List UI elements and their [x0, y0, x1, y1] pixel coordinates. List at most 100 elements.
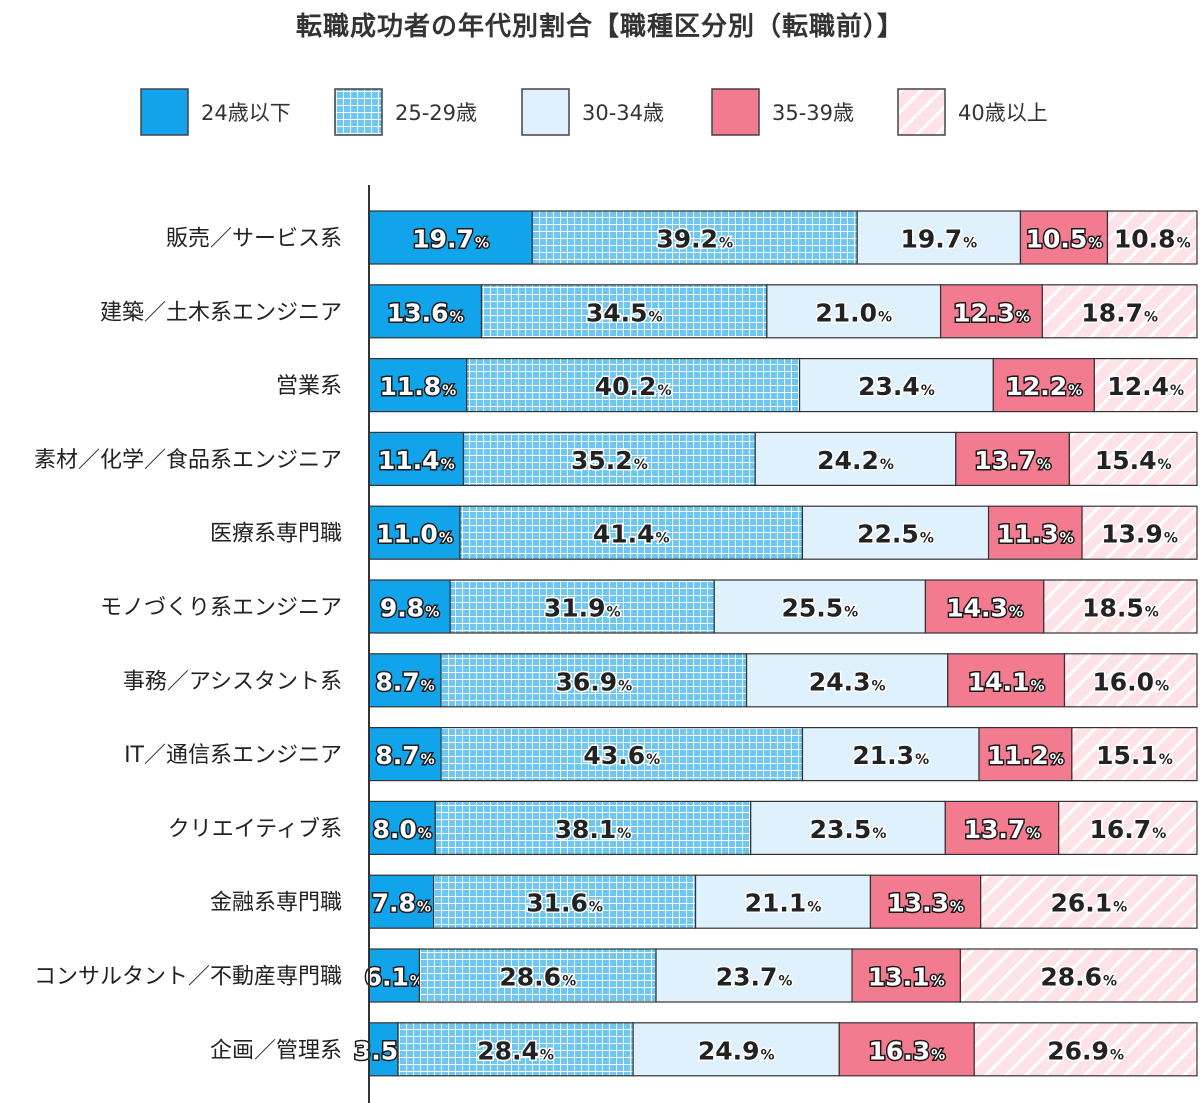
data-label-value: 13.1 — [868, 963, 930, 992]
data-label-value: 11.8 — [379, 372, 441, 401]
data-label: 23.4% — [858, 372, 935, 401]
data-label-unit: % — [475, 236, 489, 252]
data-label-unit: % — [1050, 752, 1064, 768]
bar-segment — [869, 874, 982, 929]
legend-label-1: 24歳以下 — [201, 101, 291, 125]
data-label: 10.8% — [1114, 225, 1191, 254]
bar-segment — [1068, 431, 1198, 486]
data-label-unit: % — [1030, 678, 1044, 694]
data-label-unit: % — [589, 900, 603, 916]
data-label-value: 15.4 — [1095, 446, 1157, 475]
data-label-value: 14.3 — [946, 594, 1008, 623]
bar-segment — [1071, 726, 1198, 782]
bar-segment — [987, 505, 1083, 560]
data-label-unit: % — [634, 457, 648, 473]
category-label: クリエイティブ系 — [168, 817, 342, 842]
data-label-unit: % — [963, 236, 977, 252]
data-label-unit: % — [1170, 383, 1184, 399]
bar-segment — [750, 800, 946, 856]
bar-segment — [745, 653, 949, 708]
legend-swatch-1 — [140, 88, 189, 136]
data-label-unit: % — [1009, 605, 1023, 621]
data-label-value: 13.3 — [887, 889, 949, 918]
data-label: 28.4% — [477, 1036, 554, 1065]
data-label-unit: % — [1037, 457, 1051, 473]
data-label: 11.2% — [987, 741, 1064, 770]
data-label: 25.5% — [781, 594, 858, 623]
data-label-value: 24.9 — [698, 1036, 760, 1065]
data-label: 11.0% — [376, 520, 453, 549]
data-label-value: 21.3 — [852, 741, 914, 770]
data-label-value: 31.6 — [526, 889, 588, 918]
bar-segment — [462, 431, 756, 486]
data-label: 16.3% — [868, 1036, 945, 1065]
data-label: 35.2% — [571, 446, 648, 475]
bar-segment — [368, 800, 436, 856]
data-label-unit: % — [1113, 900, 1127, 916]
data-label-value: 22.5 — [857, 520, 919, 549]
data-label: 15.4% — [1095, 446, 1172, 475]
data-label: 11.4% — [378, 446, 455, 475]
data-label-unit: % — [931, 974, 945, 990]
bar-segment — [801, 505, 990, 560]
data-label: 19.7% — [412, 225, 489, 254]
data-label: 15.1% — [1096, 741, 1173, 770]
data-label-value: 13.7 — [964, 815, 1026, 844]
data-label-unit: % — [778, 974, 792, 990]
data-label-value: 11.0 — [376, 520, 438, 549]
data-label: 12.2% — [1005, 372, 1082, 401]
data-label: 8.7% — [375, 667, 434, 696]
data-label-value: 16.7 — [1090, 815, 1152, 844]
data-label: 24.2% — [817, 446, 894, 475]
data-label: 9.8% — [380, 594, 439, 623]
data-label: 22.5% — [857, 520, 934, 549]
data-label: 19.7% — [900, 225, 977, 254]
bar-segment — [480, 284, 768, 339]
data-label-unit: % — [1103, 974, 1117, 990]
bar-segment — [397, 1022, 634, 1077]
data-label: 11.3% — [997, 520, 1074, 549]
data-label-unit: % — [417, 900, 431, 916]
bar-segment — [368, 579, 451, 634]
data-label-unit: % — [880, 457, 894, 473]
data-label-value: 39.2 — [656, 225, 718, 254]
data-label-unit: % — [931, 1047, 945, 1063]
legend-label-5: 40歳以上 — [958, 101, 1048, 125]
data-label-unit: % — [442, 383, 456, 399]
data-label-unit: % — [649, 309, 663, 325]
bar-segment — [973, 1022, 1198, 1077]
data-label-value: 24.2 — [817, 446, 879, 475]
bar-segment — [440, 653, 748, 708]
data-label-value: 26.9 — [1047, 1036, 1109, 1065]
data-label-value: 8.7 — [375, 741, 419, 770]
bar-segment — [713, 579, 927, 634]
data-label-unit: % — [807, 900, 821, 916]
data-label-value: 10.5 — [1026, 225, 1088, 254]
bar-segment — [694, 874, 872, 929]
data-label: 28.6% — [499, 963, 576, 992]
data-label-value: 23.5 — [810, 815, 872, 844]
data-label: 23.5% — [810, 815, 887, 844]
bar-segment — [798, 358, 994, 413]
data-label-value: 36.9 — [555, 667, 617, 696]
data-label-value: 40.2 — [595, 372, 657, 401]
data-label-value: 11.2 — [987, 741, 1049, 770]
data-label-unit: % — [1068, 383, 1082, 399]
legend-label-3: 30-34歳 — [582, 101, 664, 125]
bar-segment — [1041, 284, 1198, 339]
bar-segment — [944, 800, 1060, 856]
bar-segment — [801, 726, 980, 782]
data-label: 18.5% — [1082, 594, 1159, 623]
bar-segment — [368, 653, 442, 708]
data-label-unit: % — [878, 309, 892, 325]
data-label: 14.3% — [946, 594, 1023, 623]
data-label-value: 12.2 — [1005, 372, 1067, 401]
category-label: モノづくり系エンジニア — [100, 596, 342, 621]
data-label-unit: % — [439, 531, 453, 547]
category-label: 素材／化学／食品系エンジニア — [34, 448, 342, 473]
data-label-unit: % — [421, 678, 435, 694]
data-label-unit: % — [656, 531, 670, 547]
data-label: 13.7% — [964, 815, 1041, 844]
bar-segment — [466, 358, 801, 413]
